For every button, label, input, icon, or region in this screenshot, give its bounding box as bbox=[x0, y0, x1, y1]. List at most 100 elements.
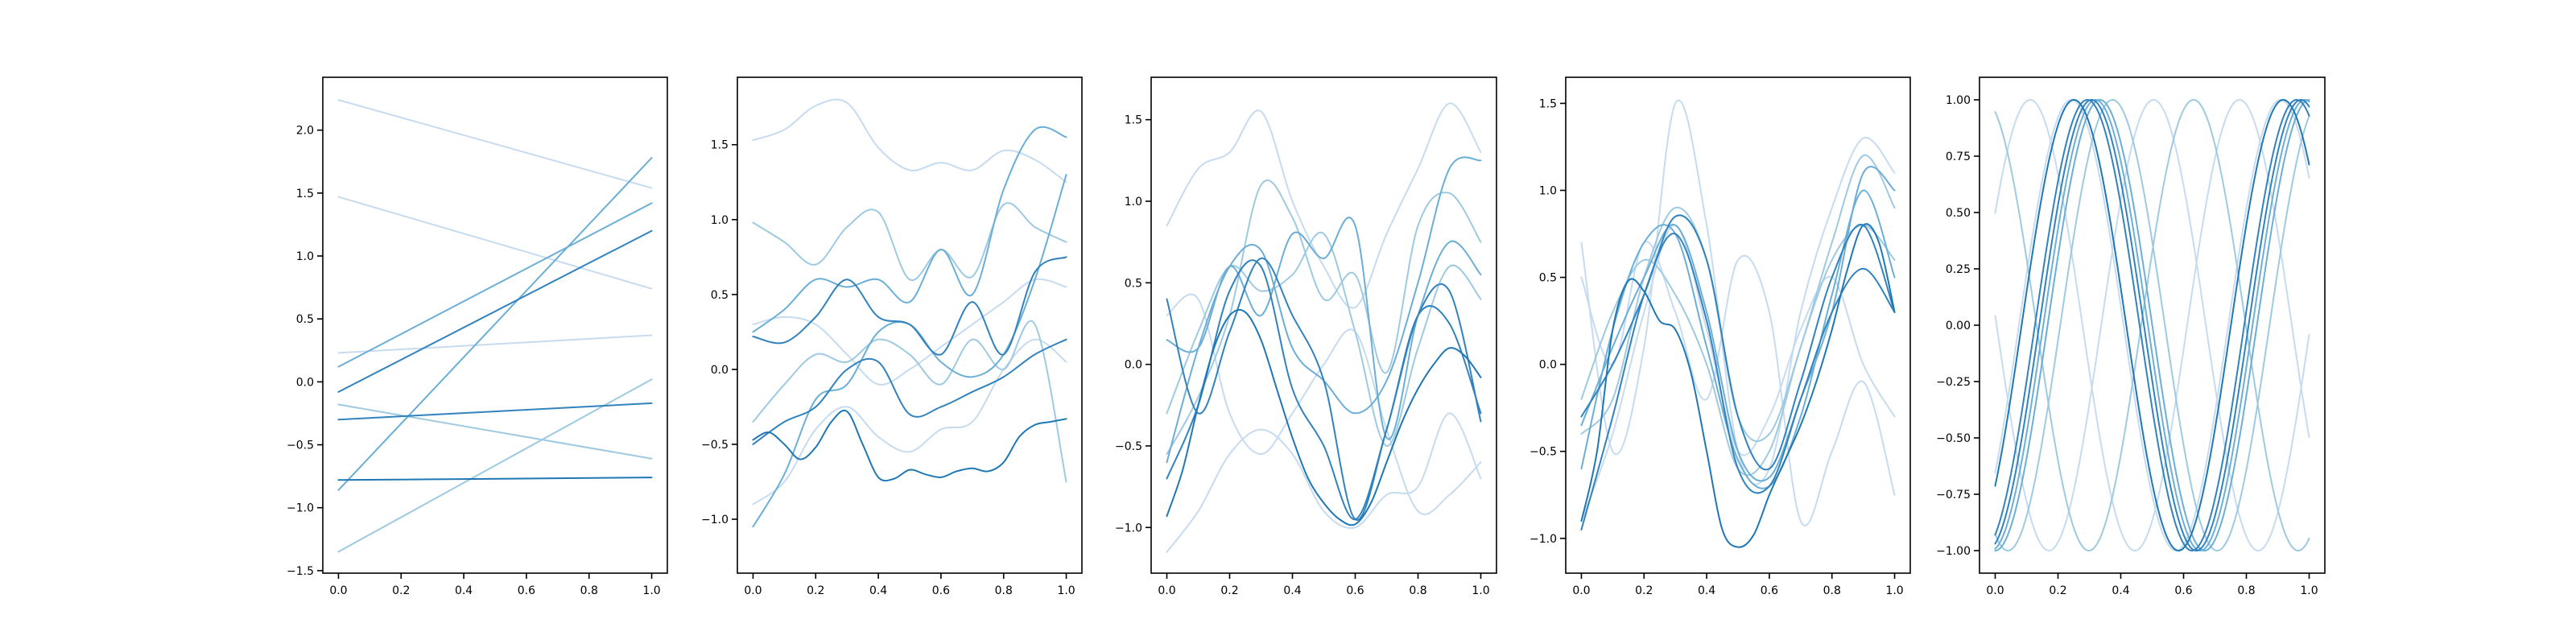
y-tick-label: −0.5 bbox=[1530, 446, 1557, 459]
series-line-7 bbox=[1994, 98, 2310, 551]
series-group bbox=[1166, 102, 1482, 553]
y-tick-label: 0.5 bbox=[1539, 272, 1557, 285]
series-group bbox=[1994, 98, 2310, 552]
series-line-7 bbox=[1580, 166, 1896, 482]
series-line-4 bbox=[1166, 231, 1482, 447]
series-line-8 bbox=[1580, 233, 1896, 530]
series-line-9 bbox=[1994, 99, 2310, 551]
series-group bbox=[337, 99, 653, 553]
y-tick-label: 1.5 bbox=[1125, 114, 1142, 127]
x-tick-label: 0.8 bbox=[580, 584, 598, 597]
y-tick-label: −1.0 bbox=[287, 502, 314, 515]
series-line-6 bbox=[337, 202, 653, 368]
series-line-6 bbox=[752, 126, 1067, 333]
y-tick-label: −1.5 bbox=[287, 565, 314, 578]
x-tick-label: 0.6 bbox=[518, 584, 535, 597]
x-tick-label: 0.2 bbox=[1220, 584, 1238, 597]
series-line-1 bbox=[752, 98, 1067, 184]
series-group bbox=[752, 98, 1067, 528]
x-tick-label: 0.4 bbox=[455, 584, 473, 597]
x-tick-label: 1.0 bbox=[1472, 584, 1489, 597]
series-line-10 bbox=[337, 477, 653, 481]
y-tick-label: 0.50 bbox=[1946, 207, 1971, 220]
y-tick-label: 1.0 bbox=[1539, 184, 1557, 197]
series-line-2 bbox=[1994, 98, 2310, 551]
x-tick-label: 0.4 bbox=[869, 584, 887, 597]
series-line-8 bbox=[752, 256, 1067, 356]
series-line-7 bbox=[1166, 156, 1482, 464]
series-line-10 bbox=[752, 409, 1067, 482]
series-line-1 bbox=[1580, 99, 1896, 485]
series-line-2 bbox=[1580, 241, 1896, 526]
y-tick-label: 1.5 bbox=[296, 188, 314, 200]
y-tick-label: 0.0 bbox=[1539, 359, 1557, 372]
series-line-3 bbox=[752, 278, 1067, 386]
chart-panel-4: 0.0 0.2 0.4 0.6 0.8 1.0 −1.0 −0.5 0.0 0.5 1.0 1.5 bbox=[1530, 76, 1911, 597]
x-tick-label: 0.6 bbox=[2174, 584, 2192, 597]
y-tick-label: 1.0 bbox=[296, 250, 314, 263]
series-line-5 bbox=[1994, 99, 2310, 551]
axes-frame bbox=[737, 76, 1083, 574]
y-tick-label: 0.5 bbox=[296, 313, 314, 326]
y-tick-label: 1.5 bbox=[711, 139, 729, 152]
chart-panel-2: 0.0 0.2 0.4 0.6 0.8 1.0 −1.0 −0.5 0.0 0.5 1.0 1.5 bbox=[701, 76, 1083, 597]
y-tick-label: −0.5 bbox=[287, 440, 314, 452]
series-line-5 bbox=[337, 378, 653, 553]
series-line-3 bbox=[1580, 224, 1896, 522]
x-tick-label: 0.2 bbox=[807, 584, 824, 597]
axes-frame bbox=[1565, 76, 1911, 574]
y-tick-label: −0.50 bbox=[1936, 432, 1971, 445]
y-tick-label: 0.75 bbox=[1946, 151, 1971, 163]
x-tick-label: 0.8 bbox=[2237, 584, 2255, 597]
y-tick-label: −0.25 bbox=[1936, 376, 1971, 389]
x-tick-label: 1.0 bbox=[1885, 584, 1903, 597]
y-tick-label: 0.25 bbox=[1946, 263, 1971, 276]
series-line-5 bbox=[1166, 179, 1482, 456]
series-line-6 bbox=[1994, 98, 2310, 551]
y-tick-label: 0.5 bbox=[711, 289, 729, 302]
x-tick-label: 0.8 bbox=[995, 584, 1013, 597]
y-tick-label: −0.5 bbox=[1115, 440, 1142, 453]
x-tick-label: 0.6 bbox=[932, 584, 950, 597]
series-line-3 bbox=[1994, 98, 2310, 552]
x-tick-label: 0.2 bbox=[2049, 584, 2066, 597]
x-tick-label: 0.4 bbox=[1283, 584, 1301, 597]
x-tick-label: 0.6 bbox=[1761, 584, 1778, 597]
y-tick-label: −0.5 bbox=[701, 439, 729, 452]
series-line-4 bbox=[752, 320, 1067, 483]
x-tick-label: 1.0 bbox=[642, 584, 660, 597]
series-line-4 bbox=[1994, 98, 2310, 552]
series-line-3 bbox=[1166, 293, 1482, 515]
x-tick-label: 0.8 bbox=[1823, 584, 1841, 597]
chart-panel-5: 0.0 0.2 0.4 0.6 0.8 1.0 −1.00 −0.75 −0.50 −0.25 0.… bbox=[1936, 76, 2326, 597]
x-tick-label: 1.0 bbox=[1057, 584, 1075, 597]
y-tick-label: 1.00 bbox=[1946, 94, 1971, 107]
chart-panel-1: 0.0 0.2 0.4 0.6 0.8 1.0 −1.5 −1.0 −0.5 0.0 0.5 1.0 1… bbox=[287, 76, 668, 597]
y-tick-label: 1.0 bbox=[711, 214, 729, 227]
y-tick-label: −1.0 bbox=[1530, 533, 1557, 546]
x-tick-label: 0.4 bbox=[2112, 584, 2129, 597]
y-tick-label: 0.0 bbox=[1125, 359, 1142, 372]
axes-frame bbox=[322, 76, 668, 574]
series-line-1 bbox=[337, 99, 653, 189]
chart-panel-3: 0.0 0.2 0.4 0.6 0.8 1.0 −1.0 −0.5 0.0 0.5 1.0 1.5 bbox=[1115, 76, 1497, 597]
series-line-2 bbox=[1166, 412, 1482, 553]
y-tick-label: 0.0 bbox=[711, 364, 729, 377]
x-tick-label: 0.0 bbox=[1986, 584, 2004, 597]
series-line-9 bbox=[1166, 259, 1482, 521]
x-tick-label: 0.6 bbox=[1346, 584, 1364, 597]
x-tick-label: 0.4 bbox=[1698, 584, 1715, 597]
series-group bbox=[1580, 99, 1896, 548]
series-line-2 bbox=[752, 338, 1067, 506]
y-tick-label: 1.0 bbox=[1125, 196, 1142, 208]
y-tick-label: 2.0 bbox=[296, 125, 314, 138]
series-line-4 bbox=[337, 403, 653, 460]
series-line-4 bbox=[1580, 155, 1896, 442]
x-tick-label: 0.0 bbox=[744, 584, 762, 597]
series-line-1 bbox=[1994, 99, 2310, 552]
series-line-9 bbox=[337, 402, 653, 421]
series-line-5 bbox=[752, 202, 1067, 282]
series-line-8 bbox=[1166, 257, 1482, 521]
series-line-9 bbox=[752, 338, 1067, 445]
x-tick-label: 0.0 bbox=[329, 584, 347, 597]
